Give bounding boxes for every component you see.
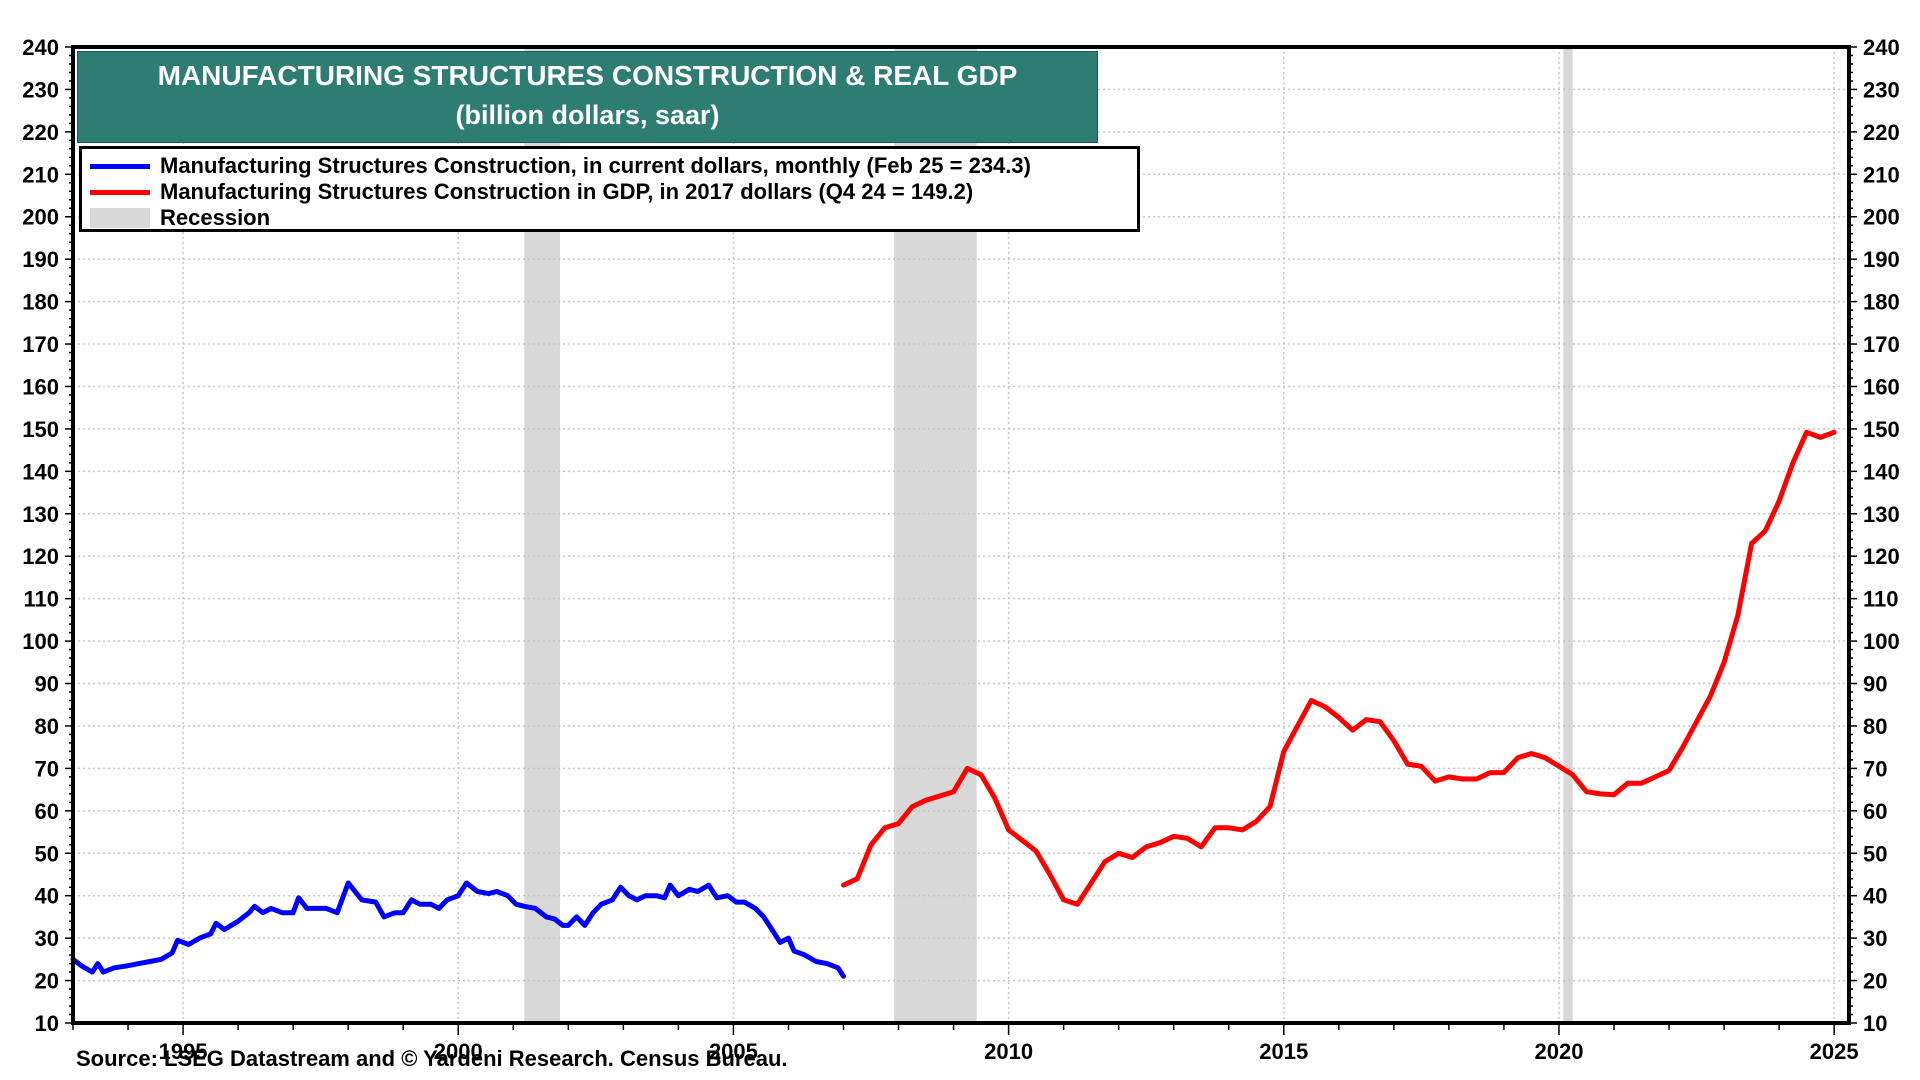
y-tick-label-left: 170	[22, 332, 59, 357]
legend-label-blue: Manufacturing Structures Construction, i…	[160, 153, 1031, 178]
y-tick-label-right: 200	[1863, 205, 1900, 230]
y-tick-label-left: 230	[22, 77, 59, 102]
y-tick-label-right: 50	[1863, 841, 1887, 866]
y-tick-label-left: 180	[22, 290, 59, 315]
y-tick-label-left: 100	[22, 629, 59, 654]
legend-item-blue: Manufacturing Structures Construction, i…	[90, 153, 1031, 179]
y-tick-label-right: 120	[1863, 544, 1900, 569]
y-tick-label-right: 110	[1863, 587, 1899, 612]
y-tick-label-right: 210	[1863, 162, 1900, 187]
chart-title: MANUFACTURING STRUCTURES CONSTRUCTION & …	[157, 60, 1018, 91]
x-tick-label: 2020	[1534, 1039, 1583, 1064]
source-note: Source: LSEG Datastream and © Yardeni Re…	[76, 1046, 788, 1071]
y-tick-label-left: 30	[35, 926, 59, 951]
y-tick-label-left: 240	[22, 35, 59, 60]
y-tick-label-left: 130	[22, 502, 59, 527]
y-tick-label-right: 40	[1863, 884, 1887, 909]
y-tick-label-left: 40	[35, 884, 59, 909]
y-tick-label-left: 160	[22, 374, 59, 399]
y-tick-label-left: 210	[22, 162, 59, 187]
y-tick-label-right: 140	[1863, 459, 1900, 484]
y-tick-label-left: 20	[35, 969, 59, 994]
y-tick-label-left: 80	[35, 714, 59, 739]
y-tick-label-right: 150	[1863, 417, 1900, 442]
grid-layer	[73, 47, 1849, 1023]
chart-subtitle: (billion dollars, saar)	[455, 100, 720, 130]
y-tick-label-right: 130	[1863, 502, 1900, 527]
y-tick-label-right: 20	[1863, 969, 1887, 994]
y-tick-label-right: 160	[1863, 374, 1900, 399]
y-tick-label-left: 220	[22, 120, 59, 145]
x-tick-label: 2005	[709, 1039, 758, 1064]
x-tick-label: 1995	[159, 1039, 208, 1064]
y-tick-label-right: 170	[1863, 332, 1900, 357]
y-tick-label-left: 10	[35, 1011, 59, 1036]
y-tick-label-left: 150	[22, 417, 59, 442]
x-tick-label: 2025	[1810, 1039, 1859, 1064]
legend-label-red: Manufacturing Structures Construction in…	[160, 179, 974, 204]
y-tick-label-right: 220	[1863, 120, 1900, 145]
y-tick-label-right: 90	[1863, 672, 1887, 697]
series-line-gdp-2017-dollars	[841, 429, 1837, 907]
legend-item-recession: Recession	[90, 205, 270, 231]
y-tick-label-left: 60	[35, 799, 59, 824]
y-tick-label-right: 190	[1863, 247, 1900, 272]
x-tick-label: 2015	[1259, 1039, 1308, 1064]
y-tick-label-left: 110	[24, 587, 60, 612]
y-tick-label-right: 100	[1863, 629, 1900, 654]
x-tick-label: 2000	[434, 1039, 483, 1064]
chart-title-box: MANUFACTURING STRUCTURES CONSTRUCTION & …	[77, 51, 1098, 143]
y-tick-label-right: 70	[1863, 756, 1887, 781]
legend-swatch-blue	[90, 163, 150, 169]
legend: Manufacturing Structures Construction, i…	[79, 146, 1140, 232]
y-tick-label-left: 50	[35, 841, 59, 866]
y-tick-label-left: 90	[35, 672, 59, 697]
series-layer	[70, 429, 1837, 979]
y-tick-label-left: 200	[22, 205, 59, 230]
legend-item-red: Manufacturing Structures Construction in…	[90, 179, 973, 205]
x-tick-label: 2010	[984, 1039, 1033, 1064]
legend-swatch-recession	[90, 208, 150, 228]
y-tick-label-right: 240	[1863, 35, 1900, 60]
y-tick-label-left: 190	[22, 247, 59, 272]
y-tick-label-right: 10	[1863, 1011, 1887, 1036]
y-tick-label-left: 120	[22, 544, 59, 569]
plot-frame	[71, 45, 1851, 1025]
y-tick-label-right: 30	[1863, 926, 1887, 951]
series-line-current-dollars	[70, 880, 846, 979]
y-tick-label-right: 230	[1863, 77, 1900, 102]
legend-swatch-red	[90, 189, 150, 195]
y-tick-label-right: 180	[1863, 290, 1900, 315]
legend-label-recession: Recession	[160, 205, 271, 230]
y-tick-label-right: 60	[1863, 799, 1887, 824]
y-tick-label-left: 140	[22, 459, 59, 484]
y-tick-label-right: 80	[1863, 714, 1887, 739]
recession-band	[1563, 47, 1573, 1023]
y-tick-label-left: 70	[35, 756, 59, 781]
